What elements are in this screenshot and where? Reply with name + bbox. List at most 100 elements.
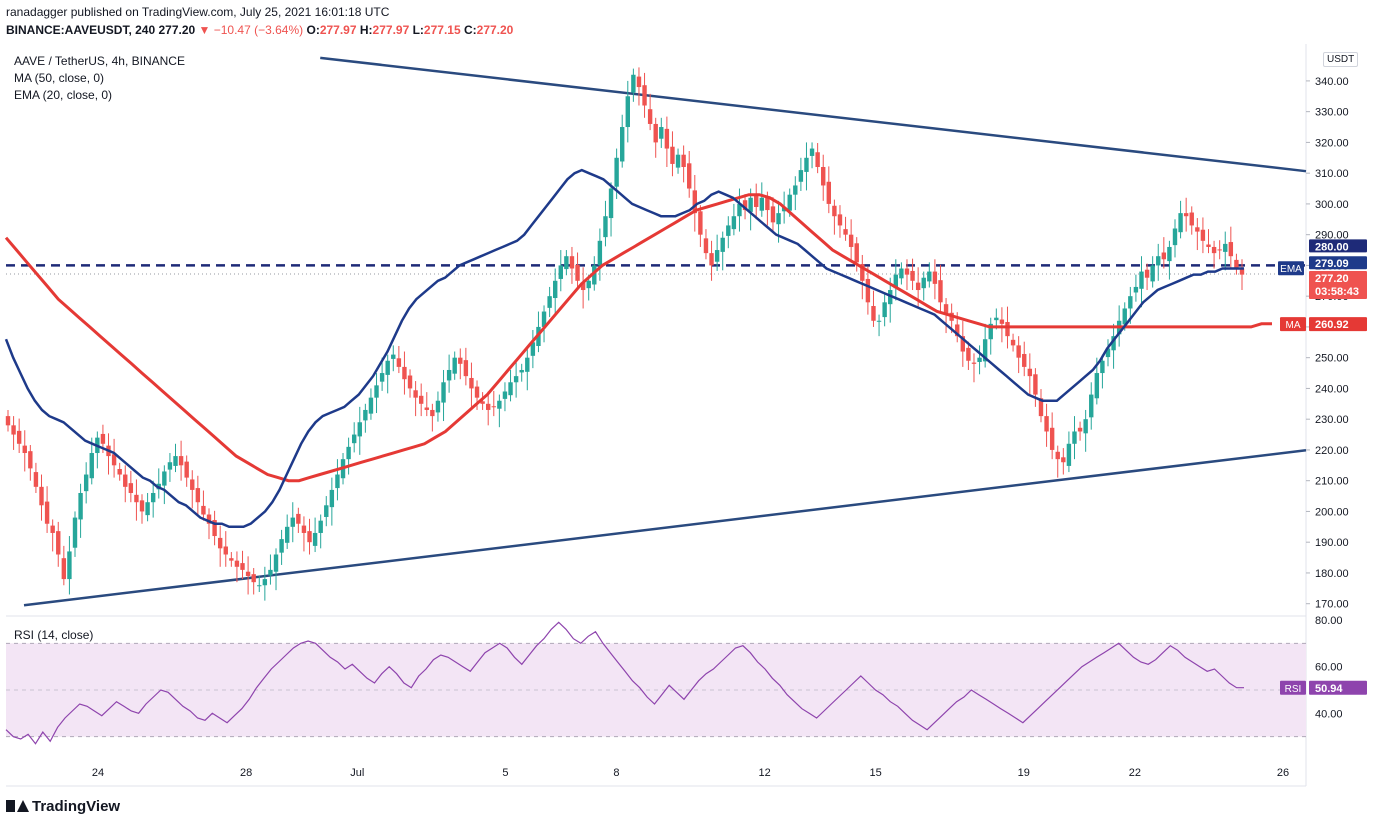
candle-body (357, 422, 362, 437)
candle-body (396, 358, 402, 367)
candle (480, 392, 485, 410)
candle-body (1072, 431, 1077, 444)
tradingview-logo[interactable]: TradingView (6, 798, 120, 815)
candle-body (50, 525, 55, 533)
candle-body (815, 152, 820, 168)
candle (391, 345, 396, 372)
time-tick-label: 28 (240, 767, 252, 779)
candle-body (474, 386, 480, 398)
candle (927, 262, 932, 288)
candle-body (301, 525, 307, 533)
candle-body (642, 85, 647, 106)
candle-body (1111, 336, 1116, 351)
candle (1144, 263, 1150, 291)
candle (435, 391, 441, 422)
candle (1105, 339, 1111, 367)
candle-body (876, 320, 882, 322)
candle-body (111, 454, 117, 466)
candle-body (1010, 339, 1016, 346)
candle-body (1005, 322, 1010, 337)
symbol-ohlc-line: BINANCE:AAVEUSDT, 240 277.20 ▼ −10.47 (−… (6, 23, 514, 37)
candle (1089, 382, 1094, 430)
candle (977, 345, 982, 375)
candle (731, 203, 737, 236)
price-tags: 280.00279.09277.2003:58:43260.9250.94EMA… (1278, 239, 1367, 695)
candle-body (971, 362, 977, 364)
candle (206, 508, 212, 540)
candle-body (1161, 252, 1167, 260)
candle-body (39, 486, 44, 506)
candle-body (687, 163, 692, 189)
candle (67, 536, 72, 595)
candle-body (530, 342, 536, 356)
candle-body (793, 185, 798, 195)
candle (257, 576, 262, 593)
candle-body (569, 256, 575, 269)
ma-legend[interactable]: MA (50, close, 0) (14, 71, 105, 85)
candle-body (1211, 246, 1217, 254)
candle (268, 554, 273, 585)
candle-body (201, 505, 206, 515)
candle-body (553, 280, 558, 299)
ema-legend[interactable]: EMA (20, close, 0) (14, 88, 113, 102)
ma-side-tag-text: MA (1286, 320, 1301, 331)
candle-body (759, 197, 765, 211)
last-price-tag-bg (1309, 271, 1367, 300)
tradingview-logo-icon (6, 800, 29, 812)
candle (95, 431, 100, 469)
trendlines (23, 56, 1307, 607)
price-tick-label: 320.00 (1315, 137, 1349, 149)
candle-body (268, 569, 273, 576)
candle (195, 475, 201, 515)
candle-body (441, 382, 446, 403)
candle-body (1089, 394, 1094, 418)
candle-body (1066, 443, 1072, 466)
price-axis[interactable]: 170.00 180.00 190.00 200.00 210.00 220.00 230.… (1306, 76, 1349, 720)
price-tick-label: 180.00 (1315, 568, 1349, 580)
candle-body (854, 243, 859, 263)
candle (128, 470, 134, 503)
time-axis[interactable]: 24 28 Jul 5 8 12 15 19 22 26 (92, 767, 1289, 779)
candle (245, 556, 251, 595)
candle (553, 268, 558, 317)
candle-body (5, 416, 11, 426)
candle (525, 348, 530, 391)
candle (318, 514, 323, 549)
candle (1183, 197, 1189, 232)
candle-body (899, 268, 904, 279)
time-tick-label: 12 (758, 767, 770, 779)
candle (988, 317, 993, 355)
candle (1027, 353, 1033, 395)
candle-body (502, 391, 508, 399)
ma-value-tag-text: 260.92 (1315, 319, 1349, 331)
candle (418, 383, 424, 417)
candle-body (335, 474, 340, 489)
candle-body (1016, 345, 1021, 358)
candle (139, 494, 145, 524)
candle-body (324, 505, 329, 517)
candle (1061, 448, 1066, 475)
candle-body (860, 264, 865, 281)
rsi-legend[interactable]: RSI (14, close) (14, 628, 94, 642)
symbol-legend[interactable]: AAVE / TetherUS, 4h, BINANCE (14, 54, 185, 68)
candle-body (731, 216, 737, 230)
candle (56, 521, 61, 567)
candle (363, 403, 368, 433)
candle (1022, 341, 1027, 377)
candle (871, 290, 876, 327)
candle-body (966, 347, 971, 361)
level-tag-text: 280.00 (1315, 241, 1349, 253)
candle-body (1234, 259, 1239, 269)
currency-badge[interactable]: USDT (1323, 52, 1359, 67)
candle (452, 351, 457, 380)
candle (1239, 259, 1245, 291)
candle (1038, 389, 1044, 423)
candle-body (1133, 286, 1139, 293)
candle-body (848, 234, 854, 247)
candle (642, 72, 647, 118)
candle (1072, 416, 1077, 460)
candle-body (709, 253, 714, 266)
candle (1223, 231, 1228, 271)
candle (815, 143, 820, 174)
